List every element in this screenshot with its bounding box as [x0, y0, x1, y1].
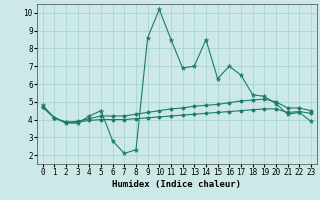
X-axis label: Humidex (Indice chaleur): Humidex (Indice chaleur)	[112, 180, 241, 189]
